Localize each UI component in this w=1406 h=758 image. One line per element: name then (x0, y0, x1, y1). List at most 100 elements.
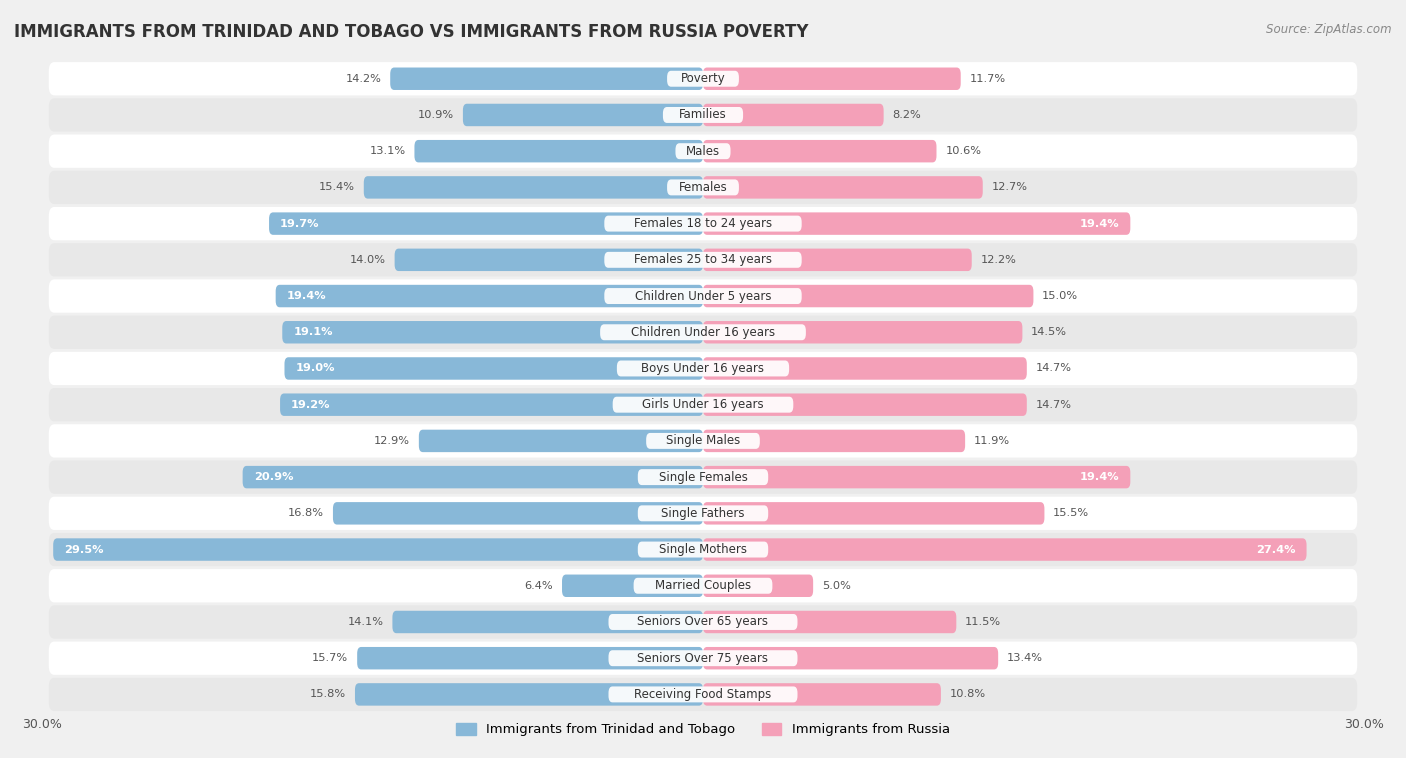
Text: Single Mothers: Single Mothers (659, 543, 747, 556)
FancyBboxPatch shape (605, 215, 801, 232)
Text: 12.7%: 12.7% (991, 183, 1028, 193)
FancyBboxPatch shape (49, 388, 1357, 421)
Text: 10.9%: 10.9% (418, 110, 454, 120)
Text: 13.1%: 13.1% (370, 146, 405, 156)
Text: 14.7%: 14.7% (1036, 364, 1071, 374)
Text: 11.5%: 11.5% (965, 617, 1001, 627)
Text: 11.9%: 11.9% (974, 436, 1010, 446)
Text: Poverty: Poverty (681, 72, 725, 85)
FancyBboxPatch shape (284, 357, 703, 380)
FancyBboxPatch shape (666, 70, 740, 86)
Text: 19.0%: 19.0% (295, 364, 335, 374)
Text: 19.1%: 19.1% (294, 327, 333, 337)
Text: Females 18 to 24 years: Females 18 to 24 years (634, 217, 772, 230)
Text: 19.7%: 19.7% (280, 218, 319, 229)
Text: Married Couples: Married Couples (655, 579, 751, 592)
FancyBboxPatch shape (392, 611, 703, 633)
FancyBboxPatch shape (283, 321, 703, 343)
FancyBboxPatch shape (364, 176, 703, 199)
Text: 6.4%: 6.4% (524, 581, 553, 590)
Text: Girls Under 16 years: Girls Under 16 years (643, 398, 763, 411)
FancyBboxPatch shape (703, 212, 1130, 235)
Text: 12.9%: 12.9% (374, 436, 411, 446)
FancyBboxPatch shape (703, 538, 1306, 561)
FancyBboxPatch shape (703, 357, 1026, 380)
Text: 12.2%: 12.2% (980, 255, 1017, 265)
FancyBboxPatch shape (613, 396, 793, 412)
Text: 19.4%: 19.4% (1080, 218, 1119, 229)
FancyBboxPatch shape (703, 611, 956, 633)
Text: 15.8%: 15.8% (311, 690, 346, 700)
FancyBboxPatch shape (703, 249, 972, 271)
FancyBboxPatch shape (703, 67, 960, 90)
FancyBboxPatch shape (280, 393, 703, 416)
Text: Families: Families (679, 108, 727, 121)
Text: Source: ZipAtlas.com: Source: ZipAtlas.com (1267, 23, 1392, 36)
FancyBboxPatch shape (562, 575, 703, 597)
Text: 14.7%: 14.7% (1036, 399, 1071, 409)
FancyBboxPatch shape (703, 683, 941, 706)
FancyBboxPatch shape (605, 288, 801, 304)
Text: 20.9%: 20.9% (253, 472, 292, 482)
Text: Seniors Over 65 years: Seniors Over 65 years (637, 615, 769, 628)
FancyBboxPatch shape (703, 104, 883, 126)
FancyBboxPatch shape (49, 678, 1357, 711)
Text: 14.5%: 14.5% (1031, 327, 1067, 337)
Text: 19.4%: 19.4% (287, 291, 326, 301)
Text: 16.8%: 16.8% (288, 509, 325, 518)
Text: 29.5%: 29.5% (65, 544, 104, 555)
FancyBboxPatch shape (49, 352, 1357, 385)
FancyBboxPatch shape (703, 176, 983, 199)
FancyBboxPatch shape (703, 430, 965, 452)
FancyBboxPatch shape (609, 614, 797, 630)
FancyBboxPatch shape (49, 243, 1357, 277)
FancyBboxPatch shape (357, 647, 703, 669)
FancyBboxPatch shape (600, 324, 806, 340)
FancyBboxPatch shape (333, 502, 703, 525)
FancyBboxPatch shape (703, 140, 936, 162)
FancyBboxPatch shape (638, 506, 768, 522)
Legend: Immigrants from Trinidad and Tobago, Immigrants from Russia: Immigrants from Trinidad and Tobago, Imm… (450, 718, 956, 742)
Text: 15.4%: 15.4% (319, 183, 354, 193)
Text: Single Males: Single Males (666, 434, 740, 447)
FancyBboxPatch shape (243, 466, 703, 488)
Text: 11.7%: 11.7% (970, 74, 1005, 83)
FancyBboxPatch shape (49, 62, 1357, 96)
FancyBboxPatch shape (666, 180, 740, 196)
Text: 13.4%: 13.4% (1007, 653, 1043, 663)
Text: Females: Females (679, 181, 727, 194)
Text: Children Under 16 years: Children Under 16 years (631, 326, 775, 339)
Text: Children Under 5 years: Children Under 5 years (634, 290, 772, 302)
Text: 10.6%: 10.6% (945, 146, 981, 156)
Text: 15.5%: 15.5% (1053, 509, 1090, 518)
FancyBboxPatch shape (49, 134, 1357, 168)
FancyBboxPatch shape (49, 606, 1357, 639)
FancyBboxPatch shape (391, 67, 703, 90)
Text: 19.2%: 19.2% (291, 399, 330, 409)
FancyBboxPatch shape (49, 496, 1357, 530)
FancyBboxPatch shape (703, 575, 813, 597)
FancyBboxPatch shape (638, 469, 768, 485)
FancyBboxPatch shape (49, 460, 1357, 493)
FancyBboxPatch shape (609, 650, 797, 666)
Text: 27.4%: 27.4% (1256, 544, 1295, 555)
FancyBboxPatch shape (49, 315, 1357, 349)
Text: 10.8%: 10.8% (949, 690, 986, 700)
FancyBboxPatch shape (276, 285, 703, 307)
FancyBboxPatch shape (609, 687, 797, 703)
Text: 8.2%: 8.2% (893, 110, 921, 120)
Text: 15.7%: 15.7% (312, 653, 349, 663)
FancyBboxPatch shape (662, 107, 744, 123)
FancyBboxPatch shape (354, 683, 703, 706)
Text: Single Females: Single Females (658, 471, 748, 484)
Text: 14.0%: 14.0% (350, 255, 385, 265)
FancyBboxPatch shape (638, 541, 768, 558)
FancyBboxPatch shape (703, 285, 1033, 307)
FancyBboxPatch shape (49, 207, 1357, 240)
FancyBboxPatch shape (395, 249, 703, 271)
Text: 5.0%: 5.0% (823, 581, 851, 590)
Text: Receiving Food Stamps: Receiving Food Stamps (634, 688, 772, 701)
FancyBboxPatch shape (49, 533, 1357, 566)
FancyBboxPatch shape (605, 252, 801, 268)
Text: Females 25 to 34 years: Females 25 to 34 years (634, 253, 772, 266)
